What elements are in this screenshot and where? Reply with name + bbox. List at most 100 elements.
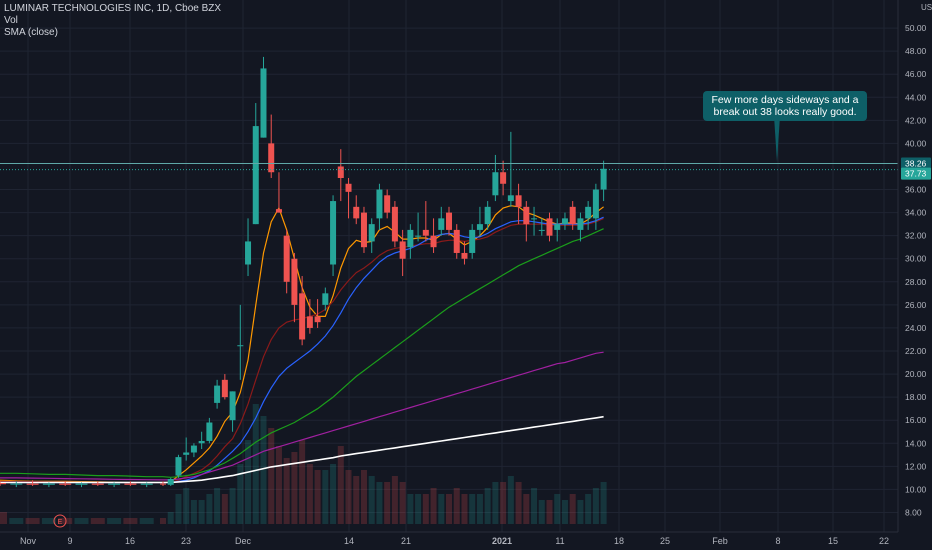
volume-bar bbox=[507, 476, 514, 524]
candle-body bbox=[500, 172, 507, 184]
candle-body bbox=[322, 293, 329, 305]
candle-body bbox=[183, 452, 190, 455]
candle-body bbox=[91, 483, 104, 485]
candle-body bbox=[531, 218, 538, 220]
volume-bar bbox=[299, 440, 306, 524]
candle-body bbox=[515, 195, 522, 207]
volume-bar bbox=[446, 494, 453, 524]
candle-body bbox=[175, 457, 182, 476]
price-tick-label: 10.00 bbox=[905, 484, 927, 494]
volume-bar bbox=[337, 446, 344, 524]
candle-body bbox=[42, 483, 55, 485]
candle-body bbox=[585, 206, 592, 219]
currency-label: USD bbox=[921, 3, 932, 12]
volume-bar bbox=[167, 512, 174, 524]
candle-body bbox=[407, 229, 414, 248]
price-tick-label: 26.00 bbox=[905, 300, 927, 310]
volume-bar bbox=[139, 518, 154, 524]
candle-body bbox=[229, 391, 236, 421]
volume-bar bbox=[438, 494, 445, 524]
candle-body bbox=[59, 483, 72, 485]
volume-bar bbox=[74, 518, 89, 524]
price-tick-label: 30.00 bbox=[905, 254, 927, 264]
volume-bar bbox=[25, 518, 40, 524]
time-tick-label: 14 bbox=[344, 536, 354, 546]
candle-body bbox=[384, 195, 391, 213]
volume-bar bbox=[384, 482, 391, 524]
candle-body bbox=[438, 218, 445, 230]
price-tick-label: 48.00 bbox=[905, 46, 927, 56]
resistance-price-label-box bbox=[901, 157, 931, 170]
price-tick-label: 28.00 bbox=[905, 277, 927, 287]
volume-bar bbox=[275, 446, 282, 524]
candle-body bbox=[391, 206, 398, 242]
annotation-pointer bbox=[774, 116, 780, 162]
time-tick-label: 23 bbox=[181, 536, 191, 546]
volume-bar bbox=[198, 500, 205, 524]
time-tick-label: 18 bbox=[614, 536, 624, 546]
volume-bar bbox=[368, 476, 375, 524]
volume-bar bbox=[183, 488, 190, 524]
earnings-marker-label: E bbox=[58, 519, 63, 526]
candle-body bbox=[592, 189, 599, 219]
volume-bar bbox=[515, 482, 522, 524]
volume-bar bbox=[283, 458, 290, 524]
time-tick-label: 25 bbox=[660, 536, 670, 546]
candle-body bbox=[415, 235, 422, 237]
time-tick-label: 16 bbox=[125, 536, 135, 546]
volume-bar bbox=[229, 488, 236, 524]
volume-bar bbox=[260, 416, 267, 524]
candle-body bbox=[469, 229, 476, 253]
volume-bar bbox=[123, 518, 138, 524]
volume-bar bbox=[538, 500, 545, 524]
volume-bar bbox=[252, 404, 259, 524]
candle-body bbox=[26, 483, 39, 485]
candle-body bbox=[245, 241, 252, 265]
time-tick-label: Dec bbox=[235, 536, 252, 546]
candle-body bbox=[198, 440, 205, 444]
candle-body bbox=[554, 224, 561, 230]
candle-body bbox=[337, 166, 344, 178]
candle-body bbox=[561, 218, 568, 225]
volume-bar bbox=[360, 470, 367, 524]
volume-bar bbox=[322, 470, 329, 524]
candle-body bbox=[206, 422, 213, 441]
candle-body bbox=[376, 189, 383, 219]
candle-body bbox=[330, 201, 337, 265]
price-tick-label: 14.00 bbox=[905, 438, 927, 448]
candle-body bbox=[314, 316, 321, 323]
candle-body bbox=[600, 168, 607, 190]
volume-bar bbox=[422, 494, 429, 524]
price-tick-label: 18.00 bbox=[905, 392, 927, 402]
volume-bar bbox=[592, 488, 599, 524]
time-tick-label: 2021 bbox=[492, 536, 512, 546]
volume-bar bbox=[484, 488, 491, 524]
candle-body bbox=[476, 224, 483, 230]
price-axis-background bbox=[898, 0, 932, 550]
volume-bar bbox=[221, 494, 228, 524]
earnings-marker[interactable] bbox=[53, 514, 67, 528]
annotation-callout[interactable]: Few more days sideways and a break out 3… bbox=[703, 91, 867, 121]
candle-body bbox=[538, 229, 545, 231]
time-tick-label: 8 bbox=[775, 536, 780, 546]
candle-body bbox=[569, 206, 576, 225]
legend-vol: Vol bbox=[4, 15, 18, 26]
time-tick-label: 11 bbox=[555, 536, 564, 546]
volume-bar bbox=[41, 518, 56, 524]
price-tick-label: 24.00 bbox=[905, 323, 927, 333]
candle-body bbox=[291, 258, 298, 305]
volume-bar bbox=[569, 494, 576, 524]
candle-body bbox=[353, 206, 360, 219]
volume-bar bbox=[214, 488, 221, 524]
volume-bar bbox=[561, 500, 568, 524]
volume-bar bbox=[453, 488, 460, 524]
candle-body bbox=[190, 445, 197, 453]
candle-body bbox=[140, 483, 153, 485]
candle-body bbox=[345, 183, 352, 192]
volume-bar bbox=[107, 518, 122, 524]
volume-bar bbox=[314, 470, 321, 524]
candle-body bbox=[484, 206, 491, 225]
price-tick-label: 50.00 bbox=[905, 23, 927, 33]
